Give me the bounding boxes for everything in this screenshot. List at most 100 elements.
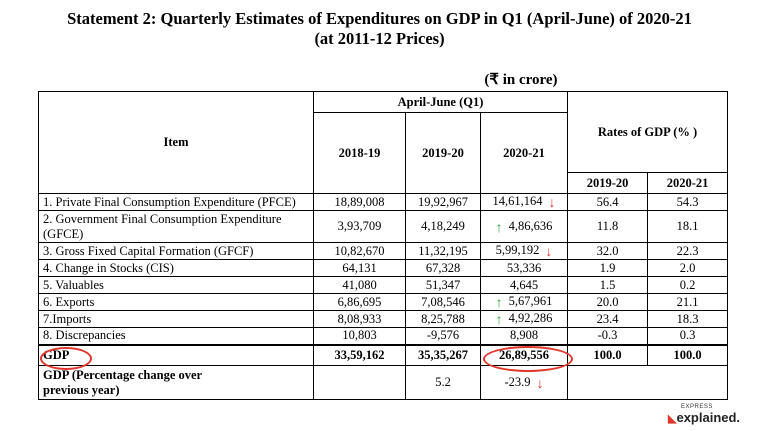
rates-year-header: 2020-21 [647, 172, 729, 194]
row-label: 8. Discrepancies [38, 327, 314, 345]
value-2019-20: -9,576 [405, 327, 481, 345]
down-arrow-icon: ↓ [536, 376, 544, 392]
row-label-line2: (GFCE) [43, 226, 84, 241]
gdp-expenditure-table: Item April-June (Q1) Rates of GDP (% ) 2… [38, 91, 729, 400]
value-2018-19: 64,131 [313, 259, 406, 277]
table-row: 7.Imports 8,08,933 8,25,788 ↑ 4,92,286 23… [38, 310, 729, 328]
value-2018-19: 3,93,709 [313, 210, 406, 243]
value-2020-21: 14,61,164 [492, 194, 543, 208]
up-arrow-icon: ↑ [495, 220, 503, 236]
value-2020-21-cell: ↑ 5,67,961 [479, 293, 569, 311]
table-row: 1. Private Final Consumption Expenditure… [38, 193, 729, 211]
gdp-value-highlight-oval [483, 346, 573, 372]
value-2019-20: 11,32,195 [405, 242, 481, 260]
logo-big-text: explained. [676, 410, 741, 425]
value-2018-19: 41,080 [313, 276, 406, 294]
statement-title: Statement 2: Quarterly Estimates of Expe… [67, 9, 692, 28]
value-2019-20: 4,18,249 [405, 210, 481, 243]
table-row: 3. Gross Fixed Capital Formation (GFCF) … [38, 242, 729, 260]
gdp-rate-2020-21: 100.0 [647, 343, 729, 366]
statement-subtitle: (at 2011-12 Prices) [314, 29, 445, 48]
value-2020-21-cell: 14,61,164 ↓ [479, 193, 569, 211]
table-row: 5. Valuables 41,080 51,347 4,645 1.5 0.2 [38, 276, 729, 294]
rate-2020-21: 21.1 [647, 293, 729, 311]
value-2020-21: 4,92,286 [508, 311, 553, 325]
gdp-percentage-row: GDP (Percentage change over previous year… [38, 365, 729, 400]
value-2019-20: 7,08,546 [405, 293, 481, 311]
value-2019-20: 67,328 [405, 259, 481, 277]
rate-2019-20: 32.0 [567, 242, 649, 260]
value-2020-21: 4,86,636 [508, 218, 553, 233]
table-row: 6. Exports 6,86,695 7,08,546 ↑ 5,67,961 2… [38, 293, 729, 311]
value-2020-21: 8,908 [479, 327, 569, 345]
up-arrow-icon: ↑ [495, 313, 503, 328]
rate-2020-21: 18.1 [647, 210, 729, 243]
value-2020-21: 53,336 [479, 259, 569, 277]
rate-2020-21: 54.3 [647, 193, 729, 211]
row-label: 1. Private Final Consumption Expenditure… [38, 193, 314, 211]
up-arrow-icon: ↑ [495, 296, 503, 311]
rate-2019-20: 20.0 [567, 293, 649, 311]
gdp-row: GDP 33,59,162 35,35,267 26,89,556 100.0 … [38, 343, 729, 366]
row-label: 3. Gross Fixed Capital Formation (GFCF) [38, 242, 314, 260]
row-label: 2. Government Final Consumption Expendit… [38, 210, 314, 243]
down-arrow-icon: ↓ [545, 245, 553, 260]
value-2019-20: 8,25,788 [405, 310, 481, 328]
value-2020-21-cell: ↑ 4,92,286 [479, 310, 569, 328]
rate-2019-20: 56.4 [567, 193, 649, 211]
row-label: 4. Change in Stocks (CIS) [38, 259, 314, 277]
pct-2018-19 [313, 365, 406, 400]
table-row: 8. Discrepancies 10,803 -9,576 8,908 -0.… [38, 327, 729, 345]
rates-header: Rates of GDP (% ) [567, 91, 729, 173]
value-2020-21-cell: ↑ 4,86,636 [479, 210, 569, 243]
gdp-2018-19: 33,59,162 [313, 343, 406, 366]
pct-label: GDP (Percentage change over previous year… [38, 365, 314, 400]
rate-2020-21: 22.3 [647, 242, 729, 260]
rate-2020-21: 18.3 [647, 310, 729, 328]
pct-label-line1: GDP (Percentage change over [43, 367, 203, 382]
value-2019-20: 19,92,967 [405, 193, 481, 211]
rate-2019-20: 11.8 [567, 210, 649, 243]
row-label: 7.Imports [38, 310, 314, 328]
pct-2019-20: 5.2 [405, 365, 481, 400]
table-row: 2. Government Final Consumption Expendit… [38, 210, 729, 243]
item-header: Item [38, 91, 314, 194]
value-2020-21: 4,645 [479, 276, 569, 294]
value-2018-19: 8,08,933 [313, 310, 406, 328]
value-2020-21: 5,99,192 [495, 243, 540, 257]
rate-2019-20: -0.3 [567, 327, 649, 345]
rate-2020-21: 0.3 [647, 327, 729, 345]
year-header: 2019-20 [405, 112, 481, 194]
year-header: 2020-21 [479, 112, 569, 194]
value-2020-21: 5,67,961 [508, 294, 553, 308]
value-2018-19: 10,803 [313, 327, 406, 345]
express-explained-logo: EXPRESS ◣explained. [668, 404, 740, 426]
logo-mark-icon: ◣ [668, 413, 677, 425]
rate-2019-20: 1.9 [567, 259, 649, 277]
gdp-rate-2019-20: 100.0 [567, 343, 649, 366]
year-header: 2018-19 [313, 112, 406, 194]
row-label-line1: 2. Government Final Consumption Expendit… [43, 211, 282, 226]
pct-label-line2: previous year) [43, 382, 120, 397]
pct-empty [567, 365, 729, 400]
pct-2020-21: -23.9 [504, 374, 531, 389]
rate-2020-21: 0.2 [647, 276, 729, 294]
unit-note: (₹ in crore) [484, 72, 558, 88]
rate-2019-20: 23.4 [567, 310, 649, 328]
down-arrow-icon: ↓ [548, 196, 556, 211]
logo-small-text: EXPRESS [681, 404, 713, 410]
value-2018-19: 6,86,695 [313, 293, 406, 311]
rate-2019-20: 1.5 [567, 276, 649, 294]
period-header: April-June (Q1) [312, 91, 569, 113]
value-2018-19: 10,82,670 [313, 242, 406, 260]
rate-2020-21: 2.0 [647, 259, 729, 277]
row-label: 5. Valuables [38, 276, 314, 294]
row-label: 6. Exports [38, 293, 314, 311]
gdp-highlight-oval [40, 347, 92, 370]
value-2020-21-cell: 5,99,192 ↓ [479, 242, 569, 260]
value-2019-20: 51,347 [405, 276, 481, 294]
rates-year-header: 2019-20 [567, 172, 649, 194]
value-2018-19: 18,89,008 [313, 193, 406, 211]
table-row: 4. Change in Stocks (CIS) 64,131 67,328 … [38, 259, 729, 277]
gdp-2019-20: 35,35,267 [405, 343, 481, 366]
